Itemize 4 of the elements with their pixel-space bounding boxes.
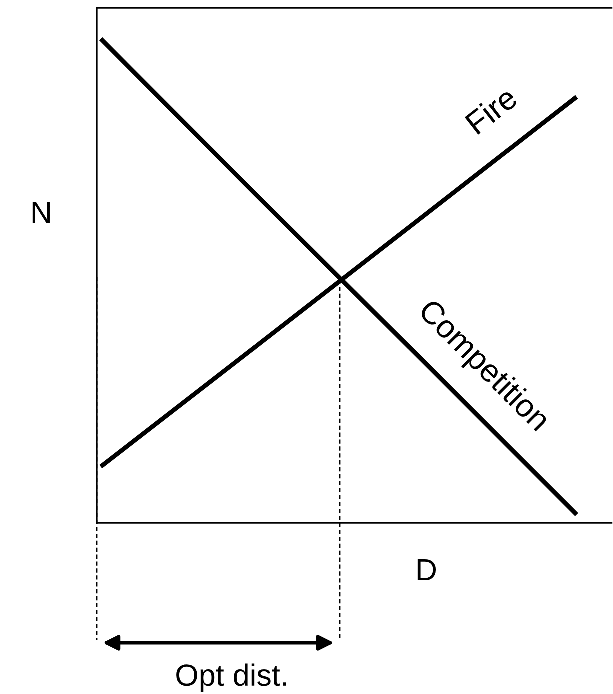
y-axis-title: N <box>32 202 50 224</box>
text: Opt dist. <box>176 664 286 692</box>
x-axis-title: D <box>418 560 436 581</box>
text: Fire <box>464 85 519 136</box>
